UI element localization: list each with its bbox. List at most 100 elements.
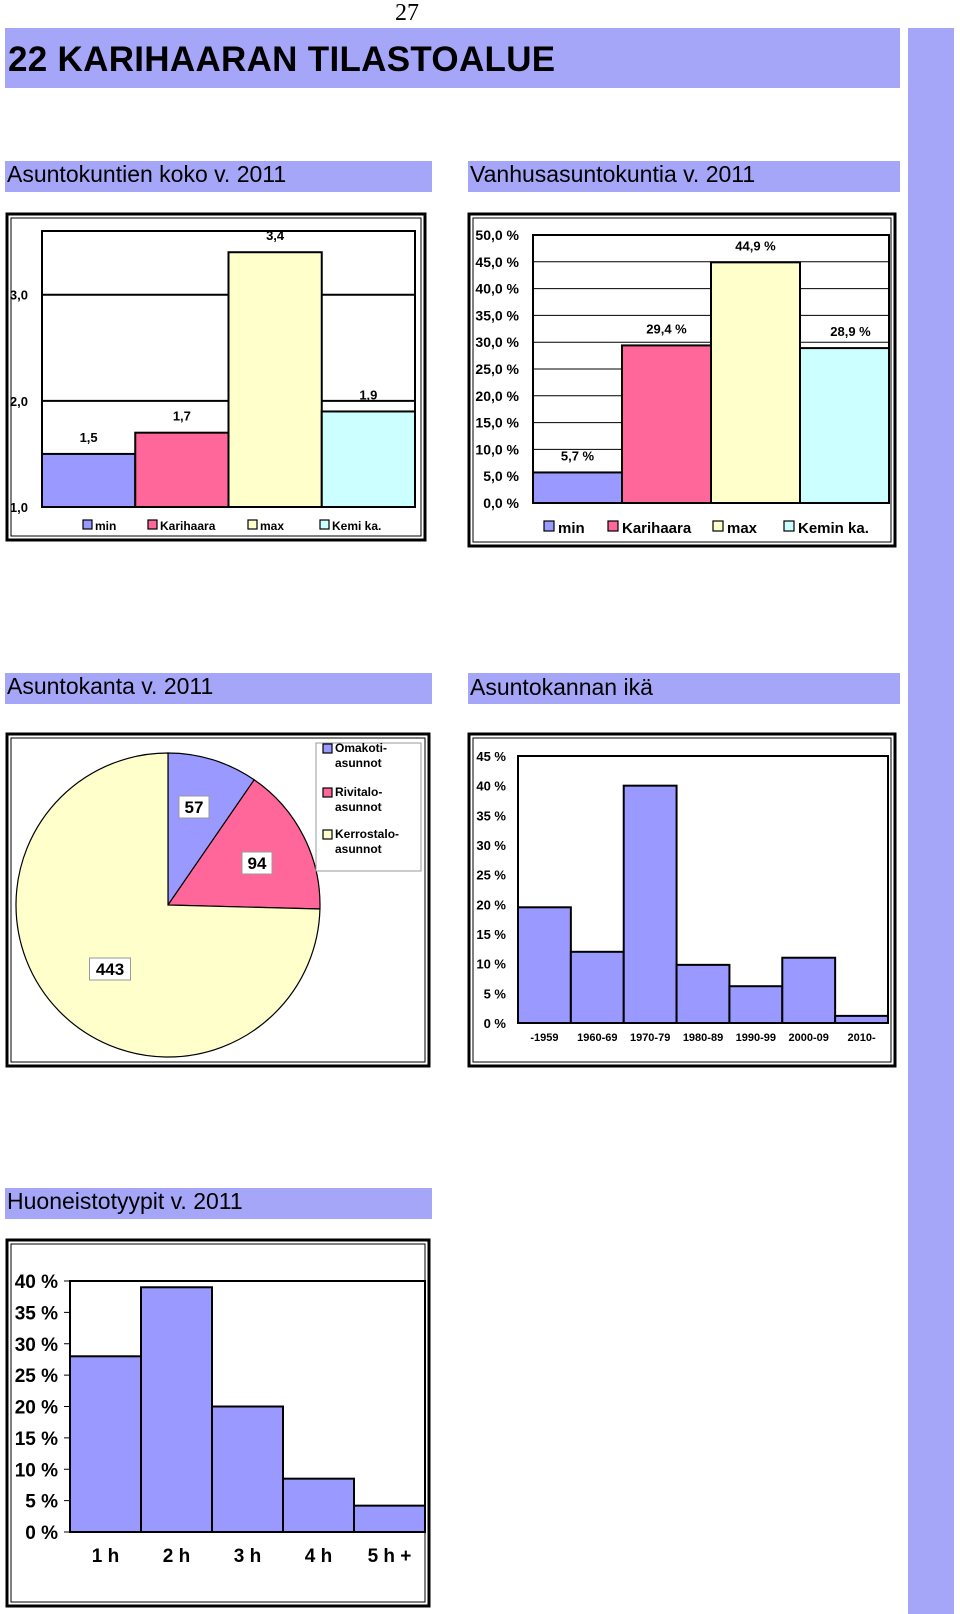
household-size-legend-swatch <box>82 519 93 530</box>
housing-stock-frame-inner <box>10 737 426 1063</box>
elderly-data-label: 28,9 % <box>830 324 871 339</box>
housing-age-ytick: 40 % <box>476 779 506 794</box>
housing-stock-slice-3 <box>15 752 321 1058</box>
household-size-legend-label: Karihaara <box>160 519 216 533</box>
apartment-types-bar-3 <box>211 1405 284 1533</box>
elderly-legend-label: Karihaara <box>622 520 692 537</box>
housing-age-bar-1 <box>517 906 572 1024</box>
household-size-legend-label: max <box>260 519 284 533</box>
elderly-ytick: 35,0 % <box>475 307 519 323</box>
elderly-ytick: 10,0 % <box>475 441 519 457</box>
elderly-bar-2 <box>621 344 712 504</box>
housing-stock-value-label: 94 <box>248 854 267 873</box>
housing-stock-legend-swatch <box>322 787 333 798</box>
elderly-ytick: 50,0 % <box>475 227 519 243</box>
elderly-legend-swatch <box>712 520 724 532</box>
elderly-ytick: 45,0 % <box>475 254 519 270</box>
housing-age-ytick: 5 % <box>484 986 507 1001</box>
housing-age-xtick: 1990-99 <box>736 1032 776 1044</box>
housing-stock-slice-1 <box>167 752 256 907</box>
housing-stock-label-box <box>89 957 131 981</box>
apartment-types-xtick: 1 h <box>92 1546 119 1567</box>
housing-stock-legend-label: Rivitalo- <box>335 785 382 799</box>
elderly-legend-swatch <box>783 520 795 532</box>
page-number: 27 <box>395 0 419 26</box>
title-bar <box>5 28 900 88</box>
elderly-data-label: 29,4 % <box>646 321 687 336</box>
heading-bar-household-size <box>5 161 432 192</box>
elderly-data-label: 44,9 % <box>735 238 776 253</box>
apartment-types-ytick: 10 % <box>15 1460 58 1481</box>
housing-stock-legend-swatch <box>322 743 333 754</box>
elderly-legend-label: max <box>727 520 758 537</box>
housing-age-frame-inner <box>472 737 892 1063</box>
elderly-bar-3 <box>710 261 801 504</box>
household-size-legend-label: min <box>95 519 116 533</box>
housing-stock-slice-2 <box>166 778 321 910</box>
apartment-types-ytick: 40 % <box>15 1272 58 1293</box>
elderly-ytick: 0,0 % <box>483 495 519 511</box>
apartment-types-ytick: 5 % <box>25 1492 58 1513</box>
housing-age-ytick: 0 % <box>484 1016 507 1031</box>
heading-bar-housing-age <box>468 673 900 704</box>
household-size-data-label: 1,7 <box>173 409 191 424</box>
elderly-bar-1 <box>532 471 623 504</box>
housing-age-bar-3 <box>622 784 678 1025</box>
household-size-ytick: 2,0 <box>10 394 28 409</box>
housing-age-xtick: 2000-09 <box>789 1032 829 1044</box>
household-size-bar-1 <box>41 452 137 508</box>
elderly-ytick: 25,0 % <box>475 361 519 377</box>
household-size-legend-swatch <box>247 519 258 530</box>
housing-age-bar-2 <box>569 950 625 1024</box>
housing-stock-legend-label: asunnot <box>335 800 382 814</box>
elderly-ytick: 30,0 % <box>475 334 519 350</box>
housing-age-bar-7 <box>834 1014 890 1025</box>
elderly-ytick: 20,0 % <box>475 388 519 404</box>
housing-stock-label-box <box>241 851 273 875</box>
heading-housing-stock: Asuntokanta v. 2011 <box>7 673 214 699</box>
elderly-bar-4 <box>799 347 890 505</box>
heading-housing-age: Asuntokannan ikä <box>470 674 653 700</box>
elderly-legend-label: Kemin ka. <box>798 520 869 537</box>
apartment-types-xtick: 4 h <box>305 1546 332 1567</box>
household-size-data-label: 1,9 <box>359 387 377 402</box>
housing-age-xtick: -1959 <box>530 1032 558 1044</box>
elderly-ytick: 5,0 % <box>483 468 519 484</box>
apartment-types-ytick: 15 % <box>15 1429 58 1450</box>
housing-stock-label-box <box>178 795 210 819</box>
page-title: 22 KARIHAARAN TILASTOALUE <box>8 40 556 79</box>
housing-age-ytick: 30 % <box>476 838 506 853</box>
household-size-legend-swatch <box>147 519 158 530</box>
housing-stock-legend-swatch <box>322 829 333 840</box>
housing-stock-legend-label: asunnot <box>335 842 382 856</box>
housing-age-ytick: 20 % <box>476 897 506 912</box>
household-size-bar-2 <box>134 431 230 509</box>
housing-age-ytick: 35 % <box>476 808 506 823</box>
household-size-data-label: 1,5 <box>80 430 98 445</box>
apartment-types-ytick: 35 % <box>15 1303 58 1324</box>
housing-age-ytick: 45 % <box>476 749 506 764</box>
apartment-types-bar-2 <box>140 1286 213 1534</box>
heading-household-size: Asuntokuntien koko v. 2011 <box>7 161 287 187</box>
heading-bar-elderly <box>468 161 900 192</box>
housing-stock-value-label: 443 <box>96 960 124 979</box>
heading-bar-housing-stock <box>5 673 432 704</box>
apartment-types-ytick: 30 % <box>15 1335 58 1356</box>
apartment-types-bar-1 <box>69 1355 142 1534</box>
household-size-bar-4 <box>320 410 416 509</box>
housing-age-ytick: 15 % <box>476 927 506 942</box>
household-size-ytick: 1,0 <box>10 500 28 515</box>
apartment-types-xtick: 2 h <box>163 1546 190 1567</box>
apartment-types-bar-5 <box>353 1504 426 1534</box>
housing-stock-legend <box>315 742 422 872</box>
housing-age-bar-5 <box>728 985 784 1024</box>
housing-age-ytick: 10 % <box>476 957 506 972</box>
heading-elderly-households: Vanhusasuntokuntia v. 2011 <box>470 161 756 187</box>
housing-stock-legend-label: Kerrostalo- <box>335 827 399 841</box>
household-size-legend-swatch <box>319 519 330 530</box>
apartment-types-bar-4 <box>282 1477 355 1533</box>
household-size-ytick: 3,0 <box>10 288 28 303</box>
housing-age-xtick: 1970-79 <box>630 1032 670 1044</box>
household-size-legend-label: Kemi ka. <box>332 519 381 533</box>
